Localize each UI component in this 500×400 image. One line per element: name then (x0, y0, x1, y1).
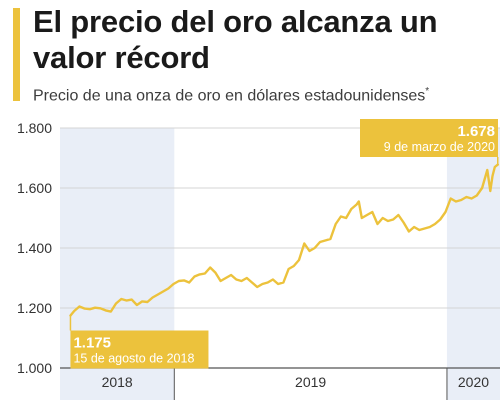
subtitle-footnote-mark: * (425, 86, 430, 97)
y-tick-label: 1.400 (17, 240, 52, 256)
y-tick-label: 1.000 (17, 360, 52, 376)
x-axis: 2018 2019 2020 (60, 367, 500, 400)
annotation-value: 1.175 (73, 335, 111, 352)
x-tick-label: 2018 (102, 374, 133, 390)
annotation-box (70, 330, 209, 369)
chart-subtitle: Precio de una onza de oro en dólares est… (33, 82, 493, 106)
y-tick-label: 1.200 (17, 300, 52, 316)
y-tick-label: 1.600 (17, 180, 52, 196)
annotation-box (360, 119, 498, 157)
y-tick-label: 1.800 (17, 120, 52, 136)
x-tick-label: 2019 (295, 374, 326, 390)
x-tick-label: 2020 (458, 374, 489, 390)
gold-price-line (69, 163, 499, 317)
annotation-date: 15 de agosto de 2018 (73, 352, 194, 366)
price-series (69, 163, 499, 317)
y-axis-ticks: 1.000 1.200 1.400 1.600 1.800 (17, 120, 52, 376)
subtitle-text: Precio de una onza de oro en dólares est… (33, 87, 426, 105)
annotation-date: 9 de marzo de 2020 (384, 140, 495, 154)
annotation-value: 1.678 (457, 123, 495, 140)
year-shade-1 (446, 128, 500, 400)
chart-title: El precio del oro alcanza un valor récor… (33, 4, 438, 75)
title-accent-bar (13, 8, 20, 101)
